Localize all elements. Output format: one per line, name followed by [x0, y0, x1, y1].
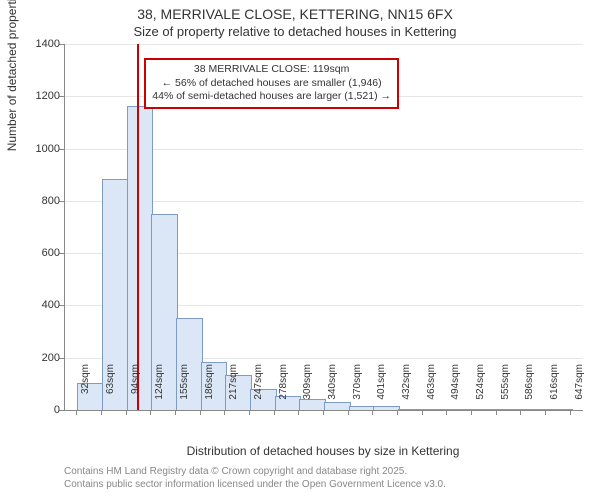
x-tick-label: 155sqm [179, 364, 190, 414]
footer-line-2: Contains public sector information licen… [64, 479, 446, 490]
x-tick-mark [323, 410, 324, 415]
y-tick-label: 1000 [20, 143, 60, 155]
annotation-box: 38 MERRIVALE CLOSE: 119sqm← 56% of detac… [144, 58, 399, 109]
x-tick-label: 463sqm [426, 364, 437, 414]
x-tick-mark [446, 410, 447, 415]
x-tick-mark [298, 410, 299, 415]
x-tick-mark [200, 410, 201, 415]
y-tick-label: 1400 [20, 38, 60, 50]
y-tick-label: 1200 [20, 90, 60, 102]
x-tick-label: 370sqm [352, 364, 363, 414]
plot-area: 38 MERRIVALE CLOSE: 119sqm← 56% of detac… [64, 44, 583, 411]
x-tick-mark [126, 410, 127, 415]
y-axis-label: Number of detached properties [5, 0, 19, 151]
x-tick-label: 616sqm [549, 364, 560, 414]
x-tick-label: 32sqm [80, 364, 91, 414]
x-tick-mark [471, 410, 472, 415]
footer-line-1: Contains HM Land Registry data © Crown c… [64, 466, 407, 477]
y-tick-label: 0 [20, 404, 60, 416]
chart-title-sub: Size of property relative to detached ho… [0, 24, 590, 39]
grid-line [65, 44, 583, 45]
x-tick-label: 340sqm [327, 364, 338, 414]
x-tick-label: 494sqm [450, 364, 461, 414]
x-tick-mark [76, 410, 77, 415]
chart-title-main: 38, MERRIVALE CLOSE, KETTERING, NN15 6FX [0, 6, 590, 22]
annotation-line-3: 44% of semi-detached houses are larger (… [152, 90, 391, 104]
x-tick-label: 94sqm [130, 364, 141, 414]
x-tick-mark [249, 410, 250, 415]
x-tick-label: 586sqm [524, 364, 535, 414]
y-tick-label: 600 [20, 247, 60, 259]
x-tick-mark [545, 410, 546, 415]
x-tick-label: 124sqm [154, 364, 165, 414]
x-tick-label: 555sqm [500, 364, 511, 414]
y-tick-label: 200 [20, 352, 60, 364]
x-tick-mark [101, 410, 102, 415]
x-tick-mark [520, 410, 521, 415]
x-tick-label: 401sqm [376, 364, 387, 414]
x-tick-mark [496, 410, 497, 415]
x-tick-label: 63sqm [105, 364, 116, 414]
x-tick-label: 647sqm [574, 364, 585, 414]
x-tick-mark [422, 410, 423, 415]
x-tick-label: 186sqm [204, 364, 215, 414]
x-tick-mark [397, 410, 398, 415]
x-tick-mark [224, 410, 225, 415]
x-axis-label: Distribution of detached houses by size … [64, 444, 582, 458]
x-tick-mark [348, 410, 349, 415]
x-tick-label: 524sqm [475, 364, 486, 414]
y-tick-label: 400 [20, 299, 60, 311]
x-tick-label: 217sqm [228, 364, 239, 414]
x-tick-label: 247sqm [253, 364, 264, 414]
x-tick-label: 309sqm [302, 364, 313, 414]
y-tick-label: 800 [20, 195, 60, 207]
annotation-line-1: 38 MERRIVALE CLOSE: 119sqm [152, 63, 391, 77]
x-tick-mark [175, 410, 176, 415]
x-tick-label: 278sqm [278, 364, 289, 414]
x-tick-mark [150, 410, 151, 415]
indicator-line [137, 44, 139, 410]
x-tick-mark [372, 410, 373, 415]
annotation-line-2: ← 56% of detached houses are smaller (1,… [152, 77, 391, 91]
x-tick-mark [570, 410, 571, 415]
x-tick-mark [274, 410, 275, 415]
histogram-chart: 38, MERRIVALE CLOSE, KETTERING, NN15 6FX… [0, 0, 600, 500]
x-tick-label: 432sqm [401, 364, 412, 414]
